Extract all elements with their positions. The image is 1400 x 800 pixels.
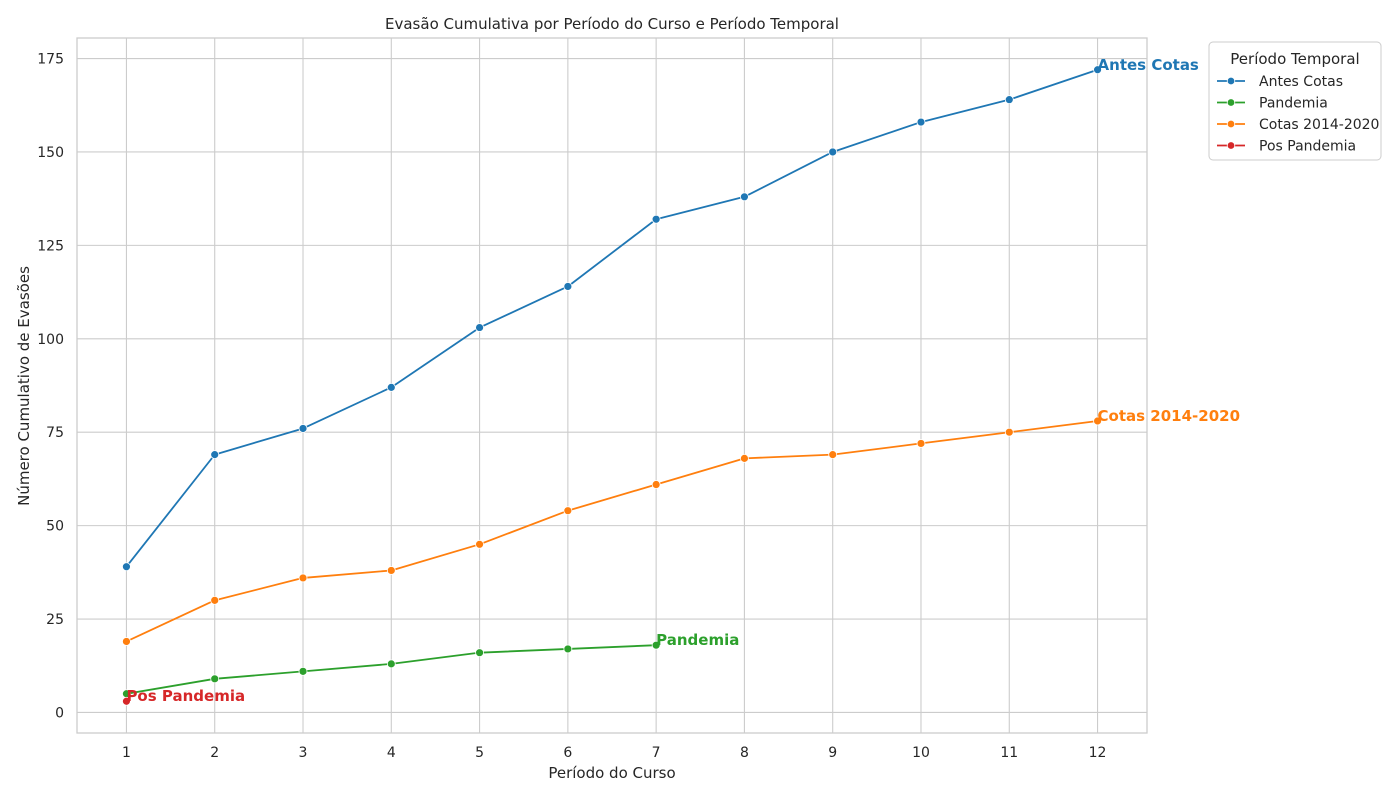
legend-item-pos-pandemia: Pos Pandemia bbox=[1217, 139, 1356, 155]
data-point bbox=[828, 147, 838, 157]
end-label-pos-pandemia: Pos Pandemia bbox=[126, 687, 245, 705]
data-point bbox=[1004, 95, 1014, 105]
x-tick-label: 5 bbox=[475, 745, 484, 761]
legend-label: Cotas 2014-2020 bbox=[1259, 117, 1379, 133]
legend-title: Período Temporal bbox=[1230, 50, 1359, 68]
legend-label: Pandemia bbox=[1259, 96, 1328, 112]
data-point bbox=[563, 506, 573, 516]
series-cotas-2014-2020 bbox=[122, 416, 1102, 646]
end-label-antes-cotas: Antes Cotas bbox=[1098, 56, 1199, 74]
data-point bbox=[1093, 65, 1102, 75]
data-point bbox=[386, 659, 396, 669]
data-point bbox=[475, 323, 484, 332]
legend-label: Pos Pandemia bbox=[1259, 139, 1356, 155]
y-tick-label: 150 bbox=[37, 145, 64, 161]
legend-marker bbox=[1226, 76, 1236, 86]
x-tick-label: 2 bbox=[210, 745, 219, 761]
series-pandemia bbox=[122, 640, 661, 699]
series bbox=[122, 65, 1102, 706]
data-point bbox=[386, 382, 396, 392]
data-point bbox=[298, 573, 308, 583]
data-point bbox=[1004, 427, 1014, 437]
data-point bbox=[122, 696, 131, 706]
legend-items: Antes Cotas Pandemia Cotas 2014-2020 Pos Pa… bbox=[1217, 74, 1379, 155]
x-tick-label: 7 bbox=[652, 745, 661, 761]
data-point bbox=[210, 450, 220, 460]
series-antes-cotas bbox=[122, 65, 1102, 572]
x-tick-label: 10 bbox=[912, 745, 930, 761]
legend-item-antes-cotas: Antes Cotas bbox=[1217, 74, 1343, 90]
y-tick-label: 175 bbox=[37, 52, 64, 68]
legend-label: Antes Cotas bbox=[1259, 74, 1343, 90]
data-point bbox=[740, 453, 749, 463]
y-tick-label: 25 bbox=[46, 612, 64, 628]
plot-frame bbox=[76, 37, 1148, 734]
data-point bbox=[1093, 416, 1102, 426]
x-tick-label: 4 bbox=[387, 745, 396, 761]
data-point bbox=[828, 450, 838, 460]
legend: Período Temporal Antes Cotas Pandemia Cota… bbox=[1208, 41, 1382, 161]
y-tick-label: 75 bbox=[46, 425, 64, 441]
legend-box bbox=[1208, 41, 1382, 161]
y-tick-label: 50 bbox=[46, 519, 64, 535]
legend-marker bbox=[1226, 141, 1236, 150]
legend-item-pandemia: Pandemia bbox=[1217, 96, 1328, 112]
chart-title: Evasão Cumulativa por Período do Curso e… bbox=[385, 15, 839, 33]
data-point bbox=[651, 480, 661, 489]
y-tick-label: 125 bbox=[37, 238, 64, 254]
data-point bbox=[210, 674, 220, 684]
x-axis-label: Período do Curso bbox=[548, 764, 675, 782]
data-point bbox=[298, 666, 308, 676]
x-tick-label: 8 bbox=[740, 745, 749, 761]
data-point bbox=[651, 214, 661, 224]
data-point bbox=[916, 439, 926, 448]
y-axis-label: Número Cumulativo de Evasões bbox=[15, 266, 33, 506]
data-point bbox=[563, 282, 573, 291]
data-point bbox=[386, 566, 396, 575]
x-tick-label: 9 bbox=[828, 745, 837, 761]
data-point bbox=[563, 644, 573, 654]
series-pos-pandemia bbox=[122, 696, 131, 706]
data-point bbox=[916, 117, 926, 127]
series-line bbox=[126, 420, 1098, 643]
x-tick-label: 1 bbox=[122, 745, 131, 761]
x-tick-label: 6 bbox=[563, 745, 572, 761]
end-label-pandemia: Pandemia bbox=[656, 631, 739, 649]
end-label-cotas-2014-2020: Cotas 2014-2020 bbox=[1098, 407, 1240, 425]
x-tick-label: 11 bbox=[1000, 745, 1018, 761]
data-point bbox=[475, 648, 484, 658]
end-labels: Antes Cotas Pandemia Cotas 2014-2020 Pos Pa… bbox=[126, 56, 1240, 705]
x-tick-label: 3 bbox=[299, 745, 308, 761]
y-tick-label: 100 bbox=[37, 332, 64, 348]
x-tick-label: 12 bbox=[1089, 745, 1107, 761]
data-point bbox=[122, 637, 131, 646]
data-point bbox=[475, 539, 484, 549]
y-tick-label: 0 bbox=[55, 705, 64, 721]
legend-marker bbox=[1226, 98, 1236, 107]
data-point bbox=[740, 192, 749, 202]
legend-marker bbox=[1226, 119, 1236, 129]
legend-item-cotas-2014-2020: Cotas 2014-2020 bbox=[1217, 117, 1379, 133]
data-point bbox=[122, 562, 131, 572]
data-point bbox=[651, 640, 661, 650]
series-line bbox=[125, 68, 1098, 568]
data-point bbox=[210, 595, 220, 605]
data-point bbox=[298, 424, 308, 433]
